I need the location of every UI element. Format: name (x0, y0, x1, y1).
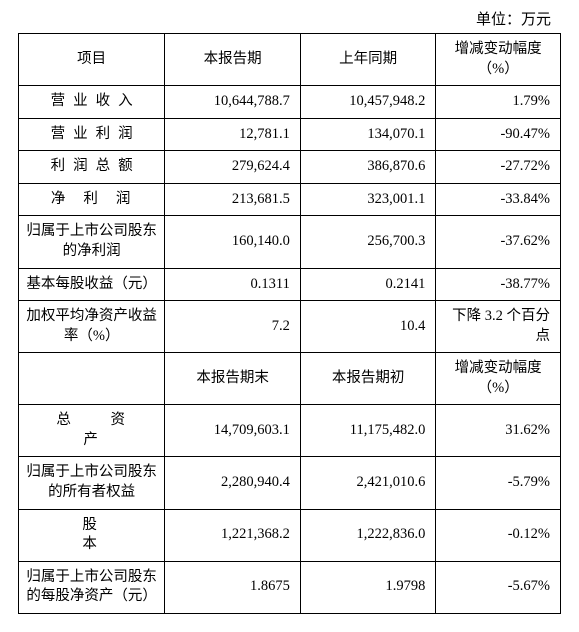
cell-current: 213,681.5 (165, 183, 301, 216)
cell-change: -33.84% (436, 183, 561, 216)
row-label: 基本每股收益（元） (19, 268, 165, 301)
cell-period-end: 1.8675 (165, 561, 301, 613)
cell-change: 下降 3.2 个百分点 (436, 301, 561, 353)
cell-prior: 134,070.1 (300, 118, 436, 151)
col-header-item: 项目 (19, 34, 165, 86)
col-header-period-end: 本报告期末 (165, 353, 301, 405)
table-row: 归属于上市公司股东的所有者权益2,280,940.42,421,010.6-5.… (19, 457, 561, 509)
cell-prior: 10.4 (300, 301, 436, 353)
cell-period-end: 2,280,940.4 (165, 457, 301, 509)
table-row: 基本每股收益（元）0.13110.2141-38.77% (19, 268, 561, 301)
cell-period-end: 14,709,603.1 (165, 405, 301, 457)
table-row: 净利润213,681.5323,001.1-33.84% (19, 183, 561, 216)
cell-change: -5.79% (436, 457, 561, 509)
cell-current: 7.2 (165, 301, 301, 353)
row-label: 股 本 (19, 509, 165, 561)
cell-period-begin: 2,421,010.6 (300, 457, 436, 509)
cell-period-end: 1,221,368.2 (165, 509, 301, 561)
cell-change: -0.12% (436, 509, 561, 561)
table-row: 归属于上市公司股东的每股净资产（元）1.86751.9798-5.67% (19, 561, 561, 613)
table-row: 归属于上市公司股东的净利润160,140.0256,700.3-37.62% (19, 216, 561, 268)
row-label: 营业利润 (19, 118, 165, 151)
cell-change: 31.62% (436, 405, 561, 457)
table-row: 营业利润12,781.1134,070.1-90.47% (19, 118, 561, 151)
row-label: 归属于上市公司股东的所有者权益 (19, 457, 165, 509)
col-header-change2: 增减变动幅度（%） (436, 353, 561, 405)
cell-period-begin: 1,222,836.0 (300, 509, 436, 561)
cell-current: 0.1311 (165, 268, 301, 301)
table-row: 加权平均净资产收益率（%）7.210.4下降 3.2 个百分点 (19, 301, 561, 353)
cell-current: 160,140.0 (165, 216, 301, 268)
row-label: 归属于上市公司股东的净利润 (19, 216, 165, 268)
cell-change: -90.47% (436, 118, 561, 151)
unit-label: 单位：万元 (18, 8, 561, 33)
row-label: 归属于上市公司股东的每股净资产（元） (19, 561, 165, 613)
cell-change: -38.77% (436, 268, 561, 301)
table-header-row: 项目本报告期上年同期增减变动幅度（%） (19, 34, 561, 86)
table-row: 营业收入10,644,788.710,457,948.21.79% (19, 86, 561, 119)
col-header-change: 增减变动幅度（%） (436, 34, 561, 86)
row-label: 净利润 (19, 183, 165, 216)
cell-period-begin: 11,175,482.0 (300, 405, 436, 457)
cell-change: 1.79% (436, 86, 561, 119)
cell-period-begin: 1.9798 (300, 561, 436, 613)
row-label: 营业收入 (19, 86, 165, 119)
cell-prior: 386,870.6 (300, 151, 436, 184)
col-header-period-begin: 本报告期初 (300, 353, 436, 405)
cell-current: 12,781.1 (165, 118, 301, 151)
row-label: 加权平均净资产收益率（%） (19, 301, 165, 353)
cell-prior: 256,700.3 (300, 216, 436, 268)
col-header-current: 本报告期 (165, 34, 301, 86)
cell-change: -5.67% (436, 561, 561, 613)
cell-change: -27.72% (436, 151, 561, 184)
cell-change: -37.62% (436, 216, 561, 268)
table-row: 总 资 产14,709,603.111,175,482.031.62% (19, 405, 561, 457)
col-header-prior: 上年同期 (300, 34, 436, 86)
cell-prior: 10,457,948.2 (300, 86, 436, 119)
cell-current: 10,644,788.7 (165, 86, 301, 119)
table-row: 利润总额279,624.4386,870.6-27.72% (19, 151, 561, 184)
financial-table: 项目本报告期上年同期增减变动幅度（%）营业收入10,644,788.710,45… (18, 33, 561, 614)
col-header-blank (19, 353, 165, 405)
cell-prior: 323,001.1 (300, 183, 436, 216)
cell-prior: 0.2141 (300, 268, 436, 301)
row-label: 总 资 产 (19, 405, 165, 457)
row-label: 利润总额 (19, 151, 165, 184)
table-row: 股 本1,221,368.21,222,836.0-0.12% (19, 509, 561, 561)
cell-current: 279,624.4 (165, 151, 301, 184)
table-subheader-row: 本报告期末本报告期初增减变动幅度（%） (19, 353, 561, 405)
financial-table-container: 单位：万元 项目本报告期上年同期增减变动幅度（%）营业收入10,644,788.… (0, 0, 579, 632)
